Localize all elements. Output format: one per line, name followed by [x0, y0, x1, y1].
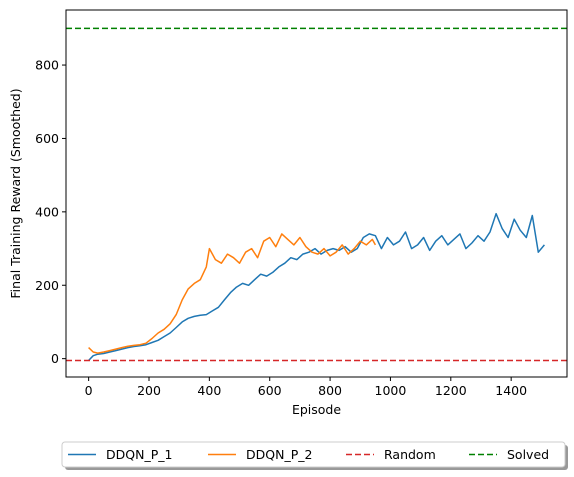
y-tick-label: 400 [35, 204, 59, 219]
y-tick-label: 600 [35, 131, 59, 146]
legend-label-random: Random [384, 447, 436, 462]
y-tick-label: 0 [51, 351, 59, 366]
y-axis-label: Final Training Reward (Smoothed) [8, 88, 23, 298]
x-axis-label: Episode [292, 402, 341, 417]
x-tick-label: 1200 [435, 383, 467, 398]
x-tick-label: 200 [137, 383, 161, 398]
legend-items: DDQN_P_1 DDQN_P_2 Random Solved [68, 447, 549, 462]
x-tick-label: 0 [85, 383, 93, 398]
plot-frame [65, 9, 568, 378]
x-tick-label: 1400 [495, 383, 527, 398]
legend-box [61, 441, 566, 468]
legend-label-ddqn_p_2: DDQN_P_2 [246, 447, 312, 462]
x-tick-label: 1000 [375, 383, 407, 398]
x-tick-label: 600 [258, 383, 282, 398]
x-axis-ticks: 0 200 400 600 800 1000 1200 1400 [85, 377, 527, 398]
series-lines [66, 27, 567, 362]
legend-label-solved: Solved [507, 447, 549, 462]
y-tick-label: 800 [35, 58, 59, 73]
y-tick-label: 200 [35, 278, 59, 293]
series-line-ddqn_p_2 [88, 233, 377, 354]
series-line-ddqn_p_1 [88, 212, 545, 362]
legend-label-ddqn_p_1: DDQN_P_1 [106, 447, 172, 462]
y-axis-ticks: 0 200 400 600 800 [35, 58, 66, 366]
x-tick-label: 800 [318, 383, 342, 398]
x-tick-label: 400 [197, 383, 221, 398]
legend: DDQN_P_1 DDQN_P_2 Random Solved [61, 441, 568, 470]
